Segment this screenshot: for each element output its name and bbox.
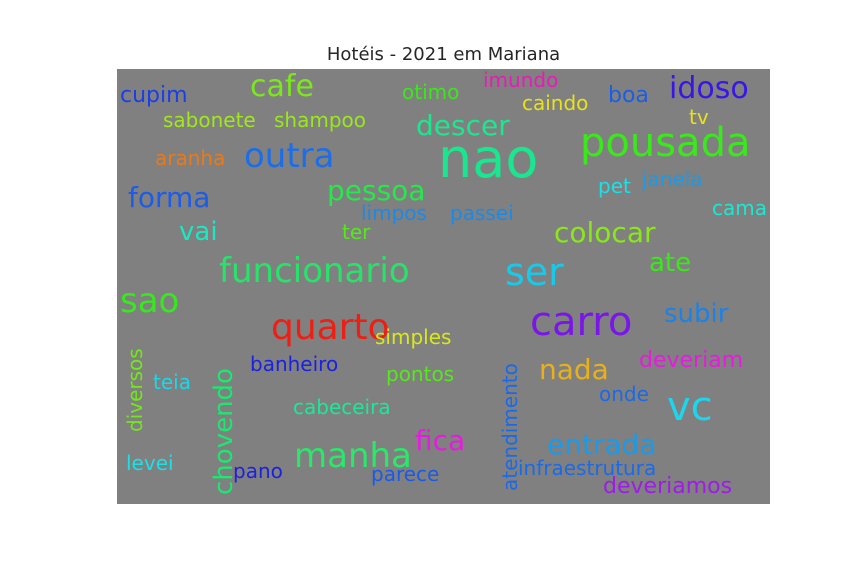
word-imundo: imundo [483, 69, 558, 92]
word-tv: tv [689, 105, 709, 129]
word-shampoo: shampoo [274, 108, 366, 132]
word-cupim: cupim [120, 83, 188, 108]
word-deveriam: deveriam [639, 348, 743, 373]
cloud-background [117, 69, 770, 504]
word-entrada: entrada [547, 428, 657, 461]
word-pontos: pontos [386, 362, 454, 386]
word-cabeceira: cabeceira [293, 395, 391, 419]
word-manha: manha [294, 436, 412, 476]
word-ter: ter [342, 220, 371, 244]
word-cama: cama [712, 196, 767, 220]
word-colocar: colocar [554, 216, 656, 249]
word-funcionario: funcionario [219, 251, 410, 291]
word-pet: pet [598, 174, 631, 198]
word-otimo: otimo [402, 80, 459, 104]
word-descer: descer [416, 109, 510, 142]
word-parece: parece [371, 462, 439, 486]
word-vc: vc [667, 384, 713, 430]
word-teia: teia [153, 370, 191, 394]
word-boa: boa [608, 83, 649, 108]
word-nada: nada [539, 353, 609, 386]
word-caindo: caindo [522, 91, 588, 115]
word-cloud: nao pousada carro ser vc funcionario quarto man… [117, 69, 770, 504]
word-fica: fica [415, 424, 465, 457]
word-pessoa: pessoa [327, 174, 425, 207]
word-chovendo: chovendo [209, 368, 239, 495]
word-subir: subir [664, 299, 729, 329]
word-sabonete: sabonete [163, 108, 256, 132]
word-infraestrutura: infraestrutura [518, 456, 656, 480]
chart-title: Hotéis - 2021 em Mariana [326, 44, 561, 65]
word-vai: vai [179, 217, 218, 247]
word-cloud-canvas: nao pousada carro ser vc funcionario quarto man… [117, 69, 770, 504]
word-carro: carro [530, 299, 632, 345]
word-cafe: cafe [250, 69, 314, 104]
word-quarto: quarto [271, 307, 390, 348]
word-banheiro: banheiro [250, 352, 338, 376]
word-pousada: pousada [580, 120, 750, 166]
word-pano: pano [233, 459, 283, 483]
word-janela: janela [641, 167, 703, 191]
word-aranha: aranha [155, 146, 225, 170]
word-nao: nao [438, 127, 538, 190]
word-diversos: diversos [123, 348, 147, 432]
word-deveriamos: deveriamos [603, 474, 732, 499]
word-ate: ate [649, 248, 691, 278]
word-ser: ser [505, 250, 564, 294]
word-levei: levei [126, 451, 174, 475]
word-simples: simples [375, 325, 451, 349]
word-atendimento: atendimento [498, 363, 522, 491]
word-outra: outra [244, 136, 335, 176]
word-idoso: idoso [669, 71, 749, 106]
word-passei: passei [450, 201, 514, 225]
word-sao: sao [120, 281, 179, 321]
word-onde: onde [599, 382, 649, 406]
word-limpos: limpos [361, 201, 427, 225]
word-forma: forma [128, 181, 210, 214]
